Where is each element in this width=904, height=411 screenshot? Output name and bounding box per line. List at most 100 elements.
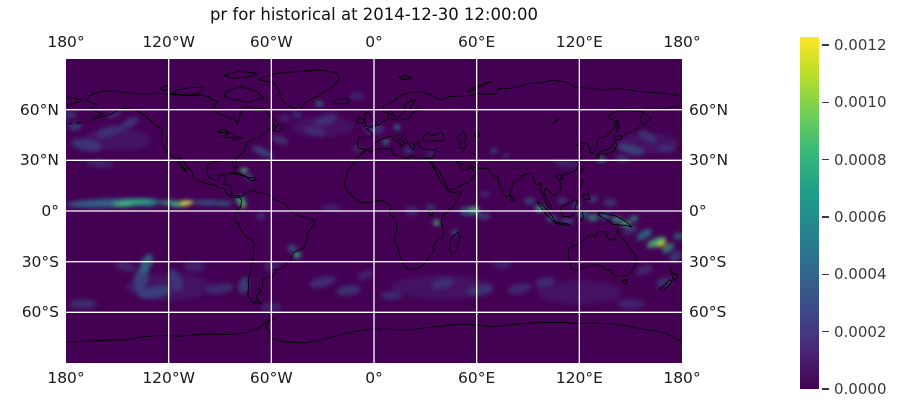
coastline-hispaniola — [246, 176, 258, 181]
colorbar-tick-mark — [822, 216, 829, 218]
x-tick-bottom: 120°E — [555, 369, 603, 387]
precipitation-blob — [291, 116, 354, 137]
colorbar-tick-mark — [822, 101, 829, 104]
coastline-baffin-island — [222, 85, 265, 103]
x-tick-bottom: 60°W — [249, 369, 293, 387]
x-tick-bottom: 60°E — [458, 369, 496, 387]
coastline-kyushu — [595, 154, 600, 159]
coastline-antarctica — [66, 317, 682, 344]
coastline-sri-lanka — [510, 194, 515, 202]
precipitation-blob — [314, 101, 324, 106]
precipitation-blob — [382, 139, 390, 144]
map-plot-area — [66, 59, 682, 363]
coastline-hokkaido — [613, 134, 624, 141]
coastlines — [66, 69, 682, 344]
precipitation-blob — [391, 275, 494, 299]
precipitation-blob — [107, 110, 121, 119]
precipitation-blob — [502, 153, 510, 158]
x-tick-top: 120°E — [555, 33, 603, 51]
coastline-aral-sea — [474, 132, 480, 138]
y-tick-right: 60°N — [689, 100, 729, 119]
precipitation-blob — [184, 261, 205, 272]
precipitation-blob — [120, 116, 139, 130]
coastline-newfoundland — [272, 123, 284, 133]
coastline-lake-huron-michigan — [224, 133, 235, 139]
precipitation-blob — [336, 285, 361, 296]
coastline-hainan — [559, 176, 565, 181]
coastline-sakhalin — [616, 119, 620, 134]
precipitation-blob — [403, 147, 414, 153]
coastline-great-britain — [363, 111, 378, 128]
colorbar-tick-label: 0.0002 — [834, 322, 887, 341]
precipitation-blob — [235, 196, 246, 204]
precipitation-blob — [673, 232, 682, 240]
colorbar-tick-mark — [822, 388, 829, 390]
precipitation-blob — [624, 225, 638, 234]
precipitation-blob — [255, 212, 267, 220]
x-tick-top: 0° — [365, 33, 383, 51]
coastline-borneo — [560, 198, 579, 218]
precipitation-blob — [490, 148, 498, 154]
coastline-ellesmere-island — [222, 70, 259, 80]
precipitation-blob — [320, 204, 342, 211]
precipitation-blob — [271, 135, 289, 145]
coastline-eurasia-africa — [343, 79, 682, 271]
precipitation-blob — [616, 298, 645, 309]
coastline-cuba — [228, 171, 248, 178]
precipitation-blob — [560, 218, 575, 225]
graticule — [66, 59, 682, 363]
y-tick-left: 30°S — [21, 252, 59, 271]
coastline-novaya-zemlya — [466, 81, 493, 93]
precipitation-blob — [67, 122, 82, 131]
coastline-aleutians-2 — [68, 122, 73, 125]
y-tick-left: 60°N — [19, 100, 59, 119]
coastline-black-sea — [421, 131, 446, 143]
coastline-mindanao — [582, 193, 591, 200]
y-tick-right: 60°S — [689, 303, 727, 322]
precipitation-blob — [380, 291, 402, 300]
precipitation-blob — [112, 201, 133, 207]
x-tick-top: 180° — [47, 33, 85, 51]
precipitation-blob — [291, 112, 303, 118]
colorbar-tick-label: 0.0000 — [834, 380, 887, 398]
x-tick-bottom: 120°W — [142, 369, 195, 387]
x-tick-bottom: 180° — [663, 369, 701, 387]
coastline-lake-erie-ontario — [231, 136, 244, 141]
precipitation-blob — [251, 145, 274, 158]
precipitation-blob — [69, 298, 97, 309]
x-tick-bottom: 180° — [47, 369, 85, 387]
coastline-honshu — [597, 140, 618, 155]
colorbar-tick-mark — [822, 330, 829, 333]
precipitation-blob — [240, 167, 248, 174]
coastline-new-guinea — [597, 212, 633, 228]
precipitation-blob — [214, 200, 232, 206]
coastline-tasmania — [621, 279, 628, 285]
coastline-sumatra — [536, 201, 556, 222]
x-tick-bottom: 0° — [365, 369, 383, 387]
precipitation-blob — [350, 92, 364, 100]
precipitation-blob — [451, 229, 458, 235]
precipitation-blob — [507, 283, 532, 295]
coastline-americas — [86, 90, 315, 305]
colorbar-tick-label: 0.0008 — [834, 150, 887, 169]
coastline-australia — [567, 228, 638, 277]
precipitation-blob — [180, 201, 192, 206]
colorbar-tick-mark — [822, 273, 829, 276]
precipitation-blob — [141, 201, 159, 207]
coastline-nz-north-island — [669, 268, 680, 282]
world-precipitation-map — [66, 59, 682, 363]
x-tick-top: 120°W — [142, 33, 195, 51]
precipitation-blob — [616, 133, 679, 154]
x-tick-top: 180° — [663, 33, 701, 51]
precipitation-blob — [115, 262, 137, 272]
colorbar-tick-label: 0.0004 — [834, 265, 887, 284]
coastline-taiwan — [579, 167, 584, 175]
precipitation-blob — [194, 199, 219, 206]
colorbar-tick-label: 0.0006 — [834, 208, 887, 226]
precipitation-blob — [293, 251, 301, 259]
precipitation-blob — [669, 251, 682, 263]
precipitation-blob — [636, 265, 653, 276]
precipitation-blob — [611, 216, 623, 223]
precipitation-blob — [587, 214, 599, 222]
